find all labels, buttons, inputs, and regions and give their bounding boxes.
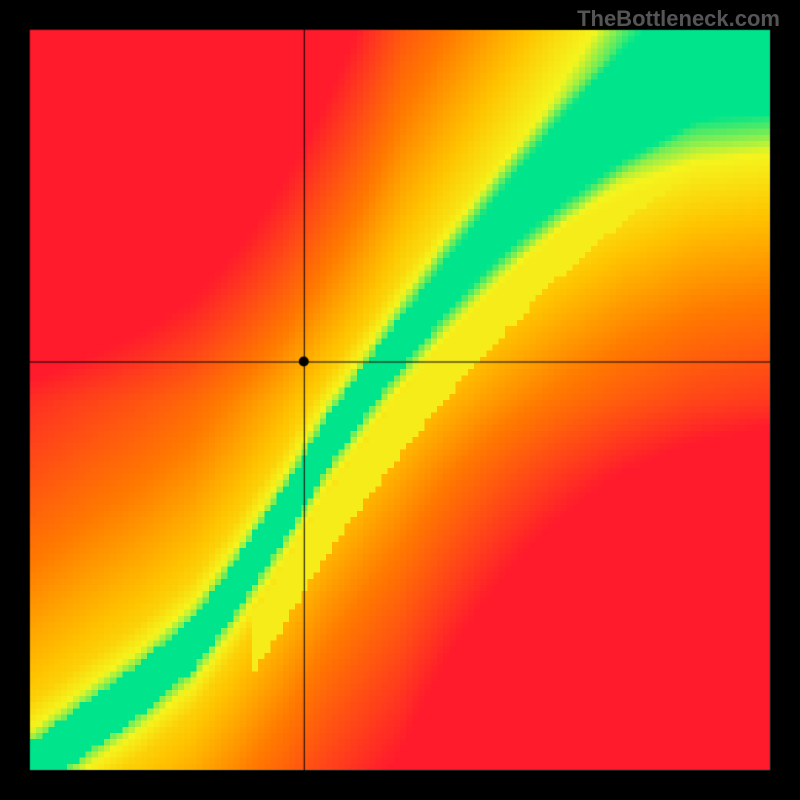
bottleneck-heatmap <box>30 30 770 770</box>
attribution-text: TheBottleneck.com <box>577 6 780 32</box>
chart-container: TheBottleneck.com <box>0 0 800 800</box>
